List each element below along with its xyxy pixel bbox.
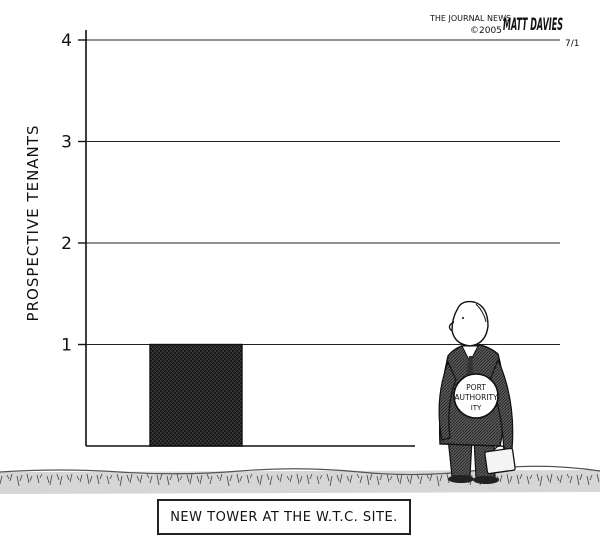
date-mark: 7/1 <box>565 39 579 49</box>
publication-name: THE JOURNAL NEWS <box>429 14 511 23</box>
badge-line-2: AUTHORITY <box>454 393 498 402</box>
y-tick-label: 4 <box>61 31 72 51</box>
credit-block: THE JOURNAL NEWS ©2005 MATT DAVIES 7/1 <box>429 14 579 49</box>
artist-signature: MATT DAVIES <box>503 15 563 35</box>
y-tick-label: 1 <box>61 336 72 356</box>
y-axis-label: PROSPECTIVE TENANTS <box>24 125 42 322</box>
y-tick-label: 3 <box>61 133 72 153</box>
copyright-text: ©2005 <box>470 26 502 36</box>
caption-text: NEW TOWER AT THE W.T.C. SITE. <box>170 509 398 525</box>
port-authority-figure: PORT AUTHORITY ITY <box>438 300 516 484</box>
badge-line-1: PORT <box>466 383 486 392</box>
svg-text:ITY: ITY <box>471 404 482 412</box>
bar <box>149 343 243 447</box>
y-tick-label: 2 <box>61 234 72 254</box>
chart-area: 1 2 3 4 <box>61 30 560 447</box>
caption-box: NEW TOWER AT THE W.T.C. SITE. <box>157 499 411 535</box>
